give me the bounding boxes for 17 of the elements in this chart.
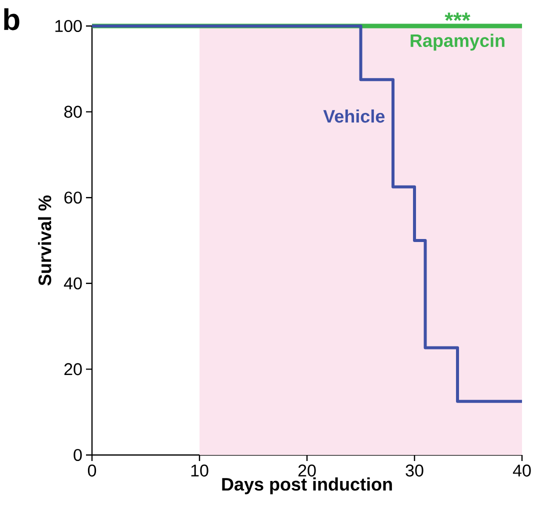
y-tick-label: 20 bbox=[64, 363, 82, 376]
x-tick-label: 40 bbox=[512, 464, 531, 477]
x-tick-label: 20 bbox=[298, 464, 316, 477]
x-axis-title: Days post induction bbox=[222, 477, 392, 494]
series-label: Vehicle bbox=[323, 109, 385, 123]
x-tick-label: 30 bbox=[406, 464, 424, 477]
y-axis-title: Survival % bbox=[38, 195, 52, 286]
y-tick-label: 40 bbox=[64, 277, 82, 290]
series-label: Rapamycin bbox=[410, 34, 504, 51]
y-tick-label: 0 bbox=[74, 448, 82, 462]
x-tick-label: 10 bbox=[191, 464, 208, 477]
x-tick-label: 0 bbox=[88, 464, 96, 477]
text: *** bbox=[444, 12, 470, 21]
y-tick-label: 80 bbox=[64, 106, 82, 118]
y-tick-label: 100 bbox=[55, 20, 82, 32]
text: b bbox=[4, 8, 20, 30]
y-tick-label: 60 bbox=[64, 192, 82, 204]
